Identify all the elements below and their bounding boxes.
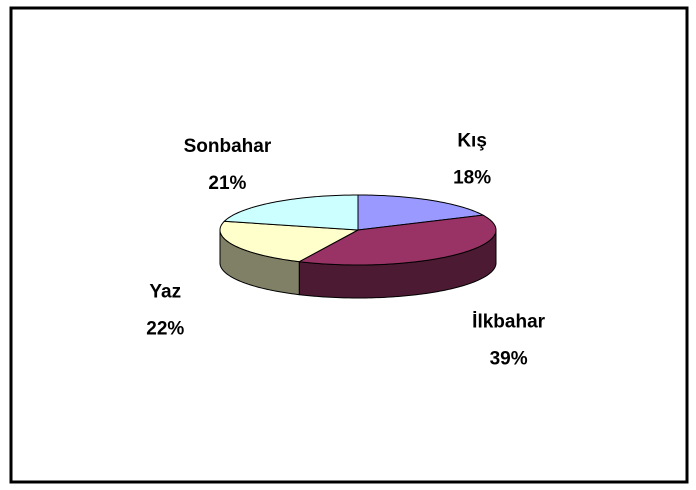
data-label-name: Yaz	[149, 282, 181, 303]
data-label-name: Sonbahar	[184, 136, 272, 157]
data-label-value: 39%	[490, 348, 528, 369]
data-label-value: 21%	[208, 173, 246, 194]
slice	[219, 220, 360, 263]
slice	[223, 194, 359, 231]
slice	[297, 214, 497, 266]
data-label-name: Kış	[457, 130, 487, 151]
data-label-value: 18%	[453, 167, 491, 188]
slice	[357, 194, 485, 231]
data-label-name: İlkbahar	[472, 311, 545, 332]
data-label-value: 22%	[146, 319, 184, 340]
